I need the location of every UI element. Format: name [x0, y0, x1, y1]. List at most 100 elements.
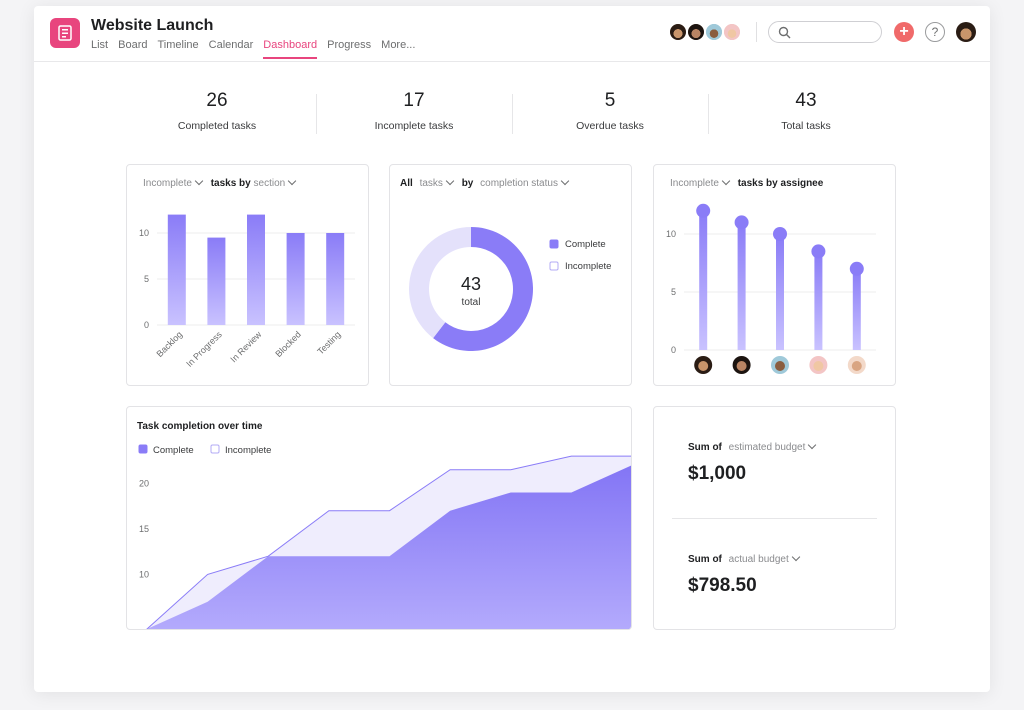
chart-by-label: tasks by: [210, 178, 251, 189]
assignee-lollipop-chart: 0 5 10: [666, 203, 876, 374]
bar: [699, 210, 708, 350]
donut-total-label: total: [462, 297, 481, 308]
complete-area: [147, 465, 631, 629]
field-dropdown[interactable]: estimated budget: [728, 442, 806, 453]
sum-of-label: Sum of: [688, 554, 722, 565]
stat-total: 43 Total tasks: [708, 90, 904, 132]
assignee-avatar-face: [851, 361, 862, 371]
field-dropdown[interactable]: actual budget: [728, 554, 789, 565]
bar: [814, 251, 823, 350]
assignee-avatar-face: [736, 361, 747, 371]
y-tick-label: 15: [139, 524, 149, 534]
status-chart-header: All tasks by completion status: [400, 176, 574, 189]
assignee-avatar-face: [775, 361, 785, 371]
tab-board[interactable]: Board: [118, 39, 148, 51]
legend-swatch: [549, 261, 559, 271]
pie-slice: [433, 227, 533, 351]
stat-label: Total tasks: [781, 120, 831, 132]
budget-divider: [672, 518, 877, 519]
legend-swatch: [210, 444, 220, 454]
y-tick-label: 20: [139, 478, 149, 488]
header-divider: [756, 22, 757, 42]
legend-swatch: [138, 444, 148, 454]
actual-budget-header: Sum of actual budget: [688, 552, 805, 565]
add-button[interactable]: +: [894, 22, 914, 42]
status-chart-card: All tasks by completion status 43 total Co…: [389, 164, 632, 386]
y-tick-label: 0: [671, 345, 676, 355]
legend-label: Complete: [153, 445, 194, 456]
lollipop-head: [734, 215, 749, 230]
section-chart-card: Incomplete tasks by section 0 5 10 Backlog I…: [126, 164, 369, 386]
user-avatar[interactable]: [956, 22, 976, 42]
completion-chart-title: Task completion over time: [137, 421, 263, 432]
x-tick-label: Blocked: [273, 329, 303, 359]
group-dropdown[interactable]: section: [253, 178, 286, 189]
filter-dropdown[interactable]: Incomplete: [670, 178, 719, 189]
stat-divider: [316, 94, 317, 134]
y-tick-label: 10: [139, 569, 149, 579]
y-tick-label: 10: [139, 228, 149, 238]
tab-progress[interactable]: Progress: [327, 39, 372, 51]
donut-total-value: 43: [461, 274, 481, 294]
section-chart-header: Incomplete tasks by section: [143, 176, 301, 189]
tab-list[interactable]: List: [91, 39, 109, 51]
tab-calendar[interactable]: Calendar: [208, 39, 254, 51]
section-bar-chart: 0 5 10 Backlog In Progress In Review Blocked Te…: [139, 214, 355, 369]
legend-label: Incomplete: [565, 261, 611, 272]
sum-of-label: Sum of: [688, 442, 722, 453]
y-tick-label: 10: [666, 229, 676, 239]
y-tick-label: 0: [144, 320, 149, 330]
x-tick-label: In Review: [228, 329, 263, 364]
budget-card: Sum of estimated budget $1,000 Sum of ac…: [653, 406, 896, 630]
unit-dropdown[interactable]: tasks: [419, 178, 443, 189]
estimated-budget-value: $1,000: [688, 463, 747, 484]
stat-incomplete: 17 Incomplete tasks: [316, 90, 512, 132]
x-tick-label: Testing: [315, 329, 342, 356]
bar: [852, 268, 861, 350]
stat-value: 5: [604, 90, 616, 111]
filter-all[interactable]: All: [400, 178, 413, 189]
chart-by-label: by: [461, 178, 474, 189]
lollipop-head: [811, 244, 826, 259]
group-dropdown[interactable]: completion status: [480, 178, 558, 189]
avatar[interactable]: [704, 22, 724, 42]
assignee-avatar-face: [813, 361, 824, 371]
filter-dropdown[interactable]: Incomplete: [143, 178, 192, 189]
lollipop-head: [849, 261, 864, 276]
lollipop-head: [773, 227, 787, 241]
tab-more[interactable]: More...: [381, 39, 416, 51]
stat-value: 43: [795, 90, 817, 111]
bar: [247, 214, 265, 325]
avatar[interactable]: [668, 22, 688, 42]
stat-overdue: 5 Overdue tasks: [512, 90, 708, 132]
help-button[interactable]: ?: [925, 22, 945, 42]
app-window: Website Launch List Board Timeline Calen…: [34, 6, 990, 692]
pie-slice: [409, 227, 471, 339]
y-tick-label: 5: [671, 287, 676, 297]
legend-swatch: [549, 239, 559, 249]
tab-timeline[interactable]: Timeline: [157, 39, 199, 51]
bar: [207, 237, 226, 325]
bar: [326, 233, 345, 325]
completion-chart-card: Task completion over time Complete Incomp…: [126, 406, 632, 630]
project-header: Website Launch List Board Timeline Calen…: [34, 6, 990, 62]
chart-by-label: tasks by assignee: [737, 178, 824, 189]
search-input[interactable]: [768, 21, 882, 43]
y-tick-label: 5: [144, 274, 149, 284]
status-donut-chart: 43 total Complete Incomplete: [409, 227, 611, 351]
stat-label: Overdue tasks: [576, 120, 644, 132]
legend-label: Complete: [565, 239, 606, 250]
avatar[interactable]: [686, 22, 706, 42]
project-members[interactable]: [668, 22, 742, 42]
chevron-down-icon: [808, 440, 817, 450]
stat-label: Incomplete tasks: [374, 120, 454, 132]
legend-label: Incomplete: [225, 445, 271, 456]
tab-dashboard[interactable]: Dashboard: [263, 39, 318, 59]
stat-value: 17: [403, 90, 425, 111]
project-list-icon[interactable]: [50, 18, 80, 48]
project-title[interactable]: Website Launch: [91, 17, 214, 34]
estimated-budget-header: Sum of estimated budget: [688, 440, 821, 453]
assignee-chart-card: Incomplete tasks by assignee 0 5 10: [653, 164, 896, 386]
avatar[interactable]: [722, 22, 742, 42]
x-tick-label: In Progress: [184, 329, 224, 369]
